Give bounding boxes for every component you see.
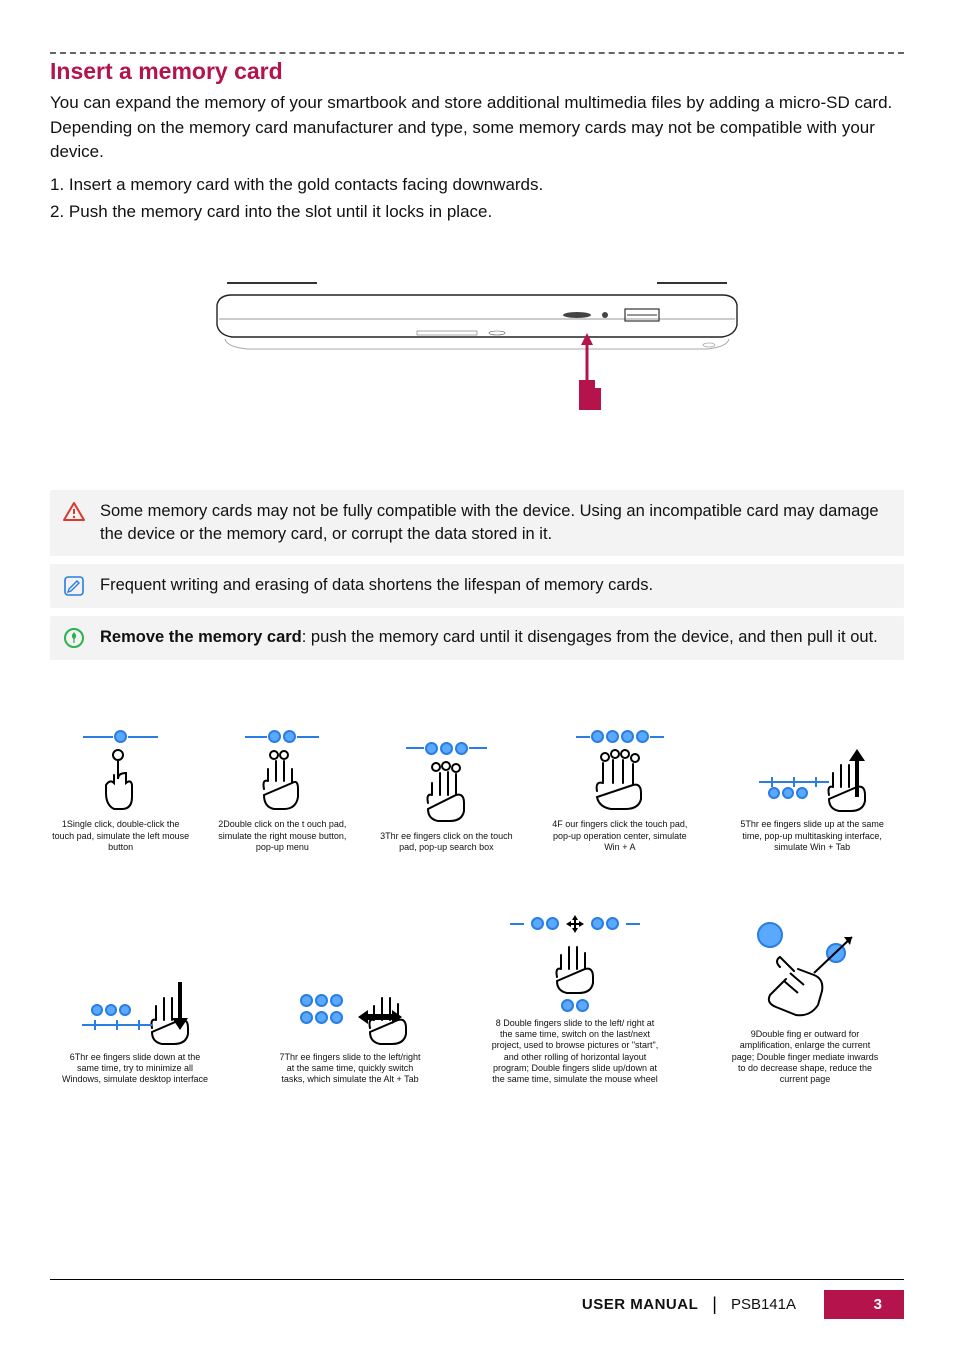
pinch-gesture-icon bbox=[740, 913, 870, 1023]
tick-dots-down-icon bbox=[82, 1010, 152, 1030]
callout-warning: Some memory cards may not be fully compa… bbox=[50, 490, 904, 556]
hand-three-fingers-icon bbox=[547, 937, 603, 995]
section-intro: You can expand the memory of your smartb… bbox=[50, 91, 904, 165]
callout-note: Frequent writing and erasing of data sho… bbox=[50, 564, 904, 608]
gesture-3: 3Thr ee fingers click on the touch pad, … bbox=[373, 742, 519, 854]
hand-three-fingers-icon bbox=[418, 761, 474, 825]
gesture-7-desc: 7Thr ee fingers slide to the left/right … bbox=[275, 1052, 425, 1086]
callout-tip: Remove the memory card: push the memory … bbox=[50, 616, 904, 660]
gesture-9-desc: 9Double fing er outward for amplificatio… bbox=[730, 1029, 880, 1085]
gesture-6-desc: 6Thr ee fingers slide down at the same t… bbox=[60, 1052, 210, 1086]
device-illustration bbox=[50, 275, 904, 430]
warning-icon bbox=[62, 500, 86, 524]
gesture-5: 5Thr ee fingers slide up at the same tim… bbox=[720, 737, 904, 853]
gesture-row-2: 6Thr ee fingers slide down at the same t… bbox=[50, 913, 904, 1085]
footer-model: PSB141A bbox=[731, 1296, 796, 1313]
hand-three-fingers-icon bbox=[254, 749, 310, 813]
tip-icon bbox=[62, 626, 86, 650]
gesture-4: 4F our fingers click the touch pad, pop-… bbox=[537, 730, 702, 853]
gesture-2: 2Double click on the t ouch pad, simulat… bbox=[209, 730, 355, 853]
gesture-1-desc: 1Single click, double-click the touch pa… bbox=[50, 819, 191, 853]
gesture-2-desc: 2Double click on the t ouch pad, simulat… bbox=[209, 819, 355, 853]
gesture-8: 8 Double fingers slide to the left/ righ… bbox=[480, 915, 670, 1086]
touchpad-gesture-chart: 1Single click, double-click the touch pa… bbox=[50, 730, 904, 1085]
callout-note-text: Frequent writing and erasing of data sho… bbox=[100, 574, 653, 597]
page-footer: USER MANUAL | PSB141A 3 bbox=[50, 1279, 904, 1319]
gesture-8-desc: 8 Double fingers slide to the left/ righ… bbox=[490, 1018, 660, 1086]
gesture-3-desc: 3Thr ee fingers click on the touch pad, … bbox=[373, 831, 519, 854]
step-2: 2. Push the memory card into the slot un… bbox=[50, 198, 904, 225]
footer-manual-label: USER MANUAL bbox=[582, 1296, 698, 1313]
section-heading: Insert a memory card bbox=[50, 58, 904, 85]
gesture-7: 7Thr ee fingers slide to the left/right … bbox=[260, 964, 440, 1086]
hand-three-fingers-icon bbox=[360, 988, 416, 1046]
gesture-4-desc: 4F our fingers click the touch pad, pop-… bbox=[545, 819, 695, 853]
gesture-5-desc: 5Thr ee fingers slide up at the same tim… bbox=[737, 819, 887, 853]
gesture-9: 9Double fing er outward for amplificatio… bbox=[710, 913, 900, 1085]
note-icon bbox=[62, 574, 86, 598]
arrow-cross-icon bbox=[566, 915, 584, 933]
callout-warning-text: Some memory cards may not be fully compa… bbox=[100, 500, 892, 546]
gesture-row-1: 1Single click, double-click the touch pa… bbox=[50, 730, 904, 853]
step-1: 1. Insert a memory card with the gold co… bbox=[50, 171, 904, 198]
footer-separator: | bbox=[712, 1294, 717, 1315]
tick-dots-icon bbox=[759, 777, 829, 797]
hand-four-fingers-icon bbox=[589, 749, 651, 813]
hand-one-finger-icon bbox=[96, 749, 146, 813]
gesture-6: 6Thr ee fingers slide down at the same t… bbox=[50, 970, 220, 1086]
gesture-1: 1Single click, double-click the touch pa… bbox=[50, 730, 191, 853]
section-divider bbox=[50, 52, 904, 54]
callout-tip-text: Remove the memory card: push the memory … bbox=[100, 626, 878, 649]
footer-page-number: 3 bbox=[824, 1290, 904, 1319]
